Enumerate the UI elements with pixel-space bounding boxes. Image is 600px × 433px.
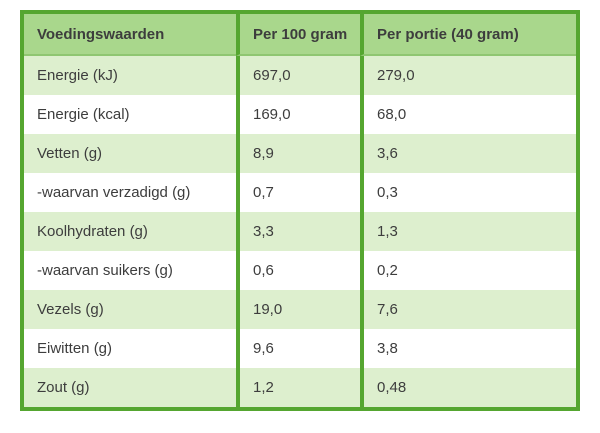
per-100-cell: 19,0 <box>236 290 360 329</box>
table-row: Zout (g) 1,2 0,48 <box>24 368 576 407</box>
header-voedingswaarden: Voedingswaarden <box>24 14 236 56</box>
per-portie-cell: 0,3 <box>360 173 576 212</box>
table-row: Eiwitten (g) 9,6 3,8 <box>24 329 576 368</box>
header-per-100-gram: Per 100 gram <box>236 14 360 56</box>
per-100-cell: 0,7 <box>236 173 360 212</box>
per-100-cell: 9,6 <box>236 329 360 368</box>
table-row: Energie (kcal) 169,0 68,0 <box>24 95 576 134</box>
nutrition-table-container: Voedingswaarden Per 100 gram Per portie … <box>20 10 580 411</box>
table-row: Energie (kJ) 697,0 279,0 <box>24 56 576 95</box>
per-portie-cell: 1,3 <box>360 212 576 251</box>
per-100-cell: 8,9 <box>236 134 360 173</box>
per-portie-cell: 68,0 <box>360 95 576 134</box>
table-row: -waarvan suikers (g) 0,6 0,2 <box>24 251 576 290</box>
table-row: Vetten (g) 8,9 3,6 <box>24 134 576 173</box>
per-portie-cell: 3,6 <box>360 134 576 173</box>
row-label-cell: -waarvan verzadigd (g) <box>24 173 236 212</box>
header-per-portie: Per portie (40 gram) <box>360 14 576 56</box>
per-portie-cell: 7,6 <box>360 290 576 329</box>
per-portie-cell: 3,8 <box>360 329 576 368</box>
table-row: -waarvan verzadigd (g) 0,7 0,3 <box>24 173 576 212</box>
table-row: Vezels (g) 19,0 7,6 <box>24 290 576 329</box>
row-label-cell: Energie (kJ) <box>24 56 236 95</box>
row-label-cell: Vetten (g) <box>24 134 236 173</box>
nutrition-table: Voedingswaarden Per 100 gram Per portie … <box>20 10 580 411</box>
per-100-cell: 697,0 <box>236 56 360 95</box>
row-label-cell: -waarvan suikers (g) <box>24 251 236 290</box>
per-100-cell: 3,3 <box>236 212 360 251</box>
per-portie-cell: 0,2 <box>360 251 576 290</box>
row-label-cell: Koolhydraten (g) <box>24 212 236 251</box>
row-label-cell: Vezels (g) <box>24 290 236 329</box>
per-portie-cell: 279,0 <box>360 56 576 95</box>
per-100-cell: 0,6 <box>236 251 360 290</box>
table-header-row: Voedingswaarden Per 100 gram Per portie … <box>24 14 576 56</box>
table-row: Koolhydraten (g) 3,3 1,3 <box>24 212 576 251</box>
per-100-cell: 169,0 <box>236 95 360 134</box>
per-100-cell: 1,2 <box>236 368 360 407</box>
row-label-cell: Eiwitten (g) <box>24 329 236 368</box>
per-portie-cell: 0,48 <box>360 368 576 407</box>
row-label-cell: Zout (g) <box>24 368 236 407</box>
row-label-cell: Energie (kcal) <box>24 95 236 134</box>
